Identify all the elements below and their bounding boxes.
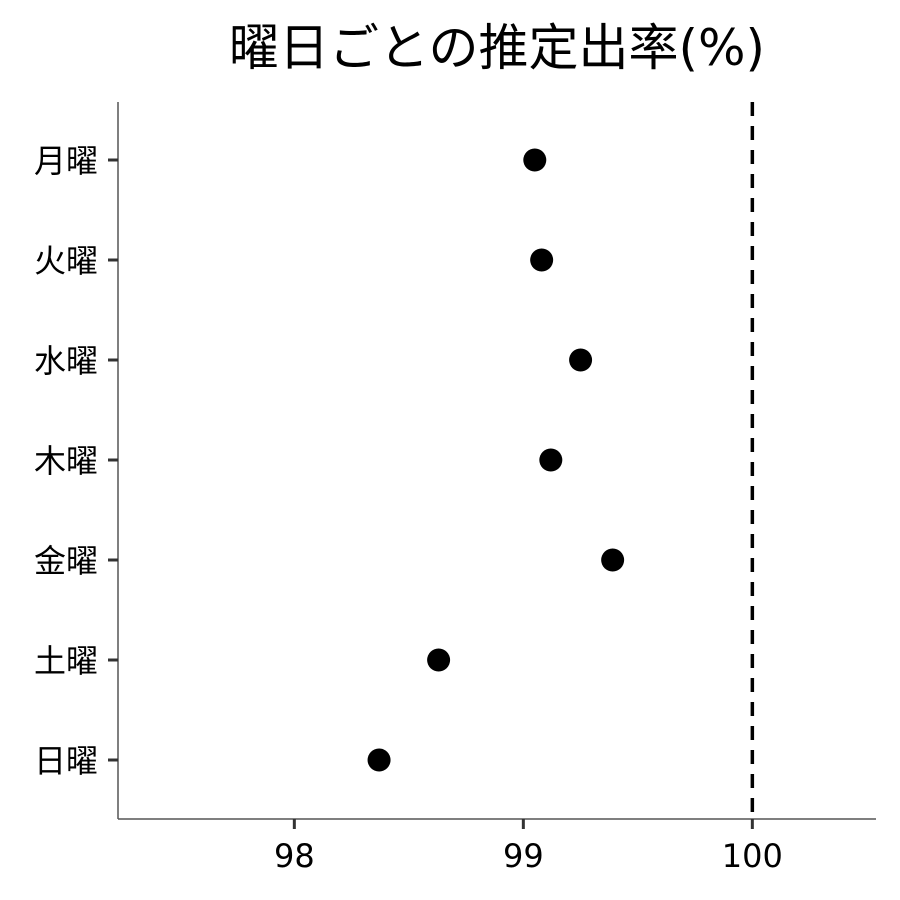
y-tick-label: 水曜: [34, 342, 98, 380]
x-tick-label: 98: [274, 837, 315, 875]
data-point: [569, 348, 593, 372]
x-tick-label: 100: [722, 837, 783, 875]
y-tick-label: 月曜: [34, 142, 98, 180]
data-points-group: [367, 148, 625, 772]
chart-title: 曜日ごとの推定出率(%): [229, 19, 765, 77]
y-tick-label: 火曜: [34, 242, 98, 280]
data-point: [427, 648, 451, 672]
x-tick-label: 99: [503, 837, 544, 875]
y-tick-label: 金曜: [34, 542, 98, 580]
data-point: [523, 148, 547, 172]
data-point: [601, 548, 625, 572]
data-point: [539, 448, 563, 472]
data-point: [367, 748, 391, 772]
y-tick-label: 木曜: [34, 442, 98, 480]
axes: [117, 102, 876, 820]
y-tick-label: 土曜: [34, 642, 98, 680]
data-point: [530, 248, 554, 272]
y-tick-label: 日曜: [34, 742, 98, 780]
